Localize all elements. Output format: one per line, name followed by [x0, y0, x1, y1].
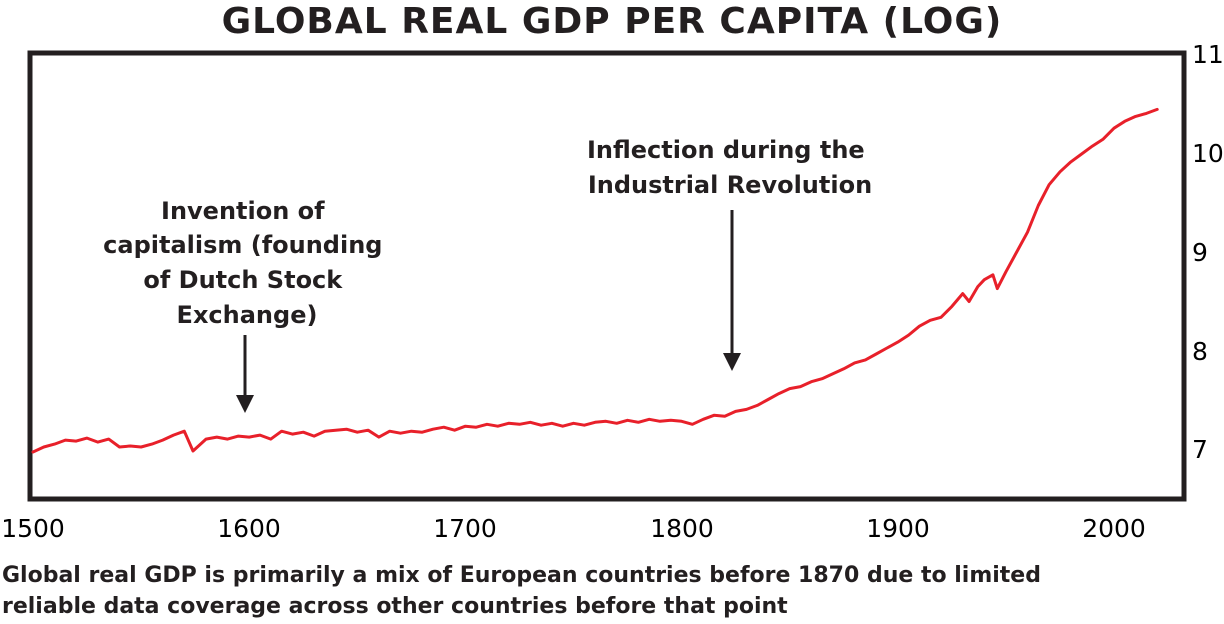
- y-tick-label: 9: [1192, 238, 1208, 267]
- gdp-series-line: [31, 107, 1159, 454]
- annotation-line: of Dutch Stock: [143, 266, 343, 294]
- footnote-line-1: Global real GDP is primarily a mix of Eu…: [2, 563, 1041, 588]
- y-tick-label: 11: [1192, 40, 1224, 69]
- annotation-capitalism: Invention of capitalism (founding of Dut…: [103, 197, 391, 329]
- annotation-line: Exchange): [177, 301, 318, 329]
- annotation-line: Invention of: [161, 197, 325, 225]
- x-tick-label: 1800: [650, 514, 714, 543]
- y-tick-label: 10: [1192, 139, 1224, 168]
- annotation-industrial-revolution: Inflection during the Industrial Revolut…: [587, 136, 873, 199]
- x-tick-label: 1900: [866, 514, 930, 543]
- x-tick-label: 1600: [217, 514, 281, 543]
- x-tick-label: 1700: [433, 514, 497, 543]
- annotation-line: capitalism (founding: [103, 231, 382, 259]
- footnote: Global real GDP is primarily a mix of Eu…: [2, 563, 1049, 619]
- x-tick-label: 2000: [1082, 514, 1146, 543]
- annotation-line: Inflection during the: [587, 136, 865, 164]
- plot-frame: [27, 50, 1187, 502]
- x-tick-label: 1500: [1, 514, 65, 543]
- chart-title: GLOBAL REAL GDP PER CAPITA (LOG): [222, 1, 1003, 42]
- footnote-line-2: reliable data coverage across other coun…: [2, 594, 788, 619]
- y-tick-label: 7: [1192, 435, 1208, 464]
- annotation-line: Industrial Revolution: [588, 171, 872, 199]
- y-tick-label: 8: [1192, 337, 1208, 366]
